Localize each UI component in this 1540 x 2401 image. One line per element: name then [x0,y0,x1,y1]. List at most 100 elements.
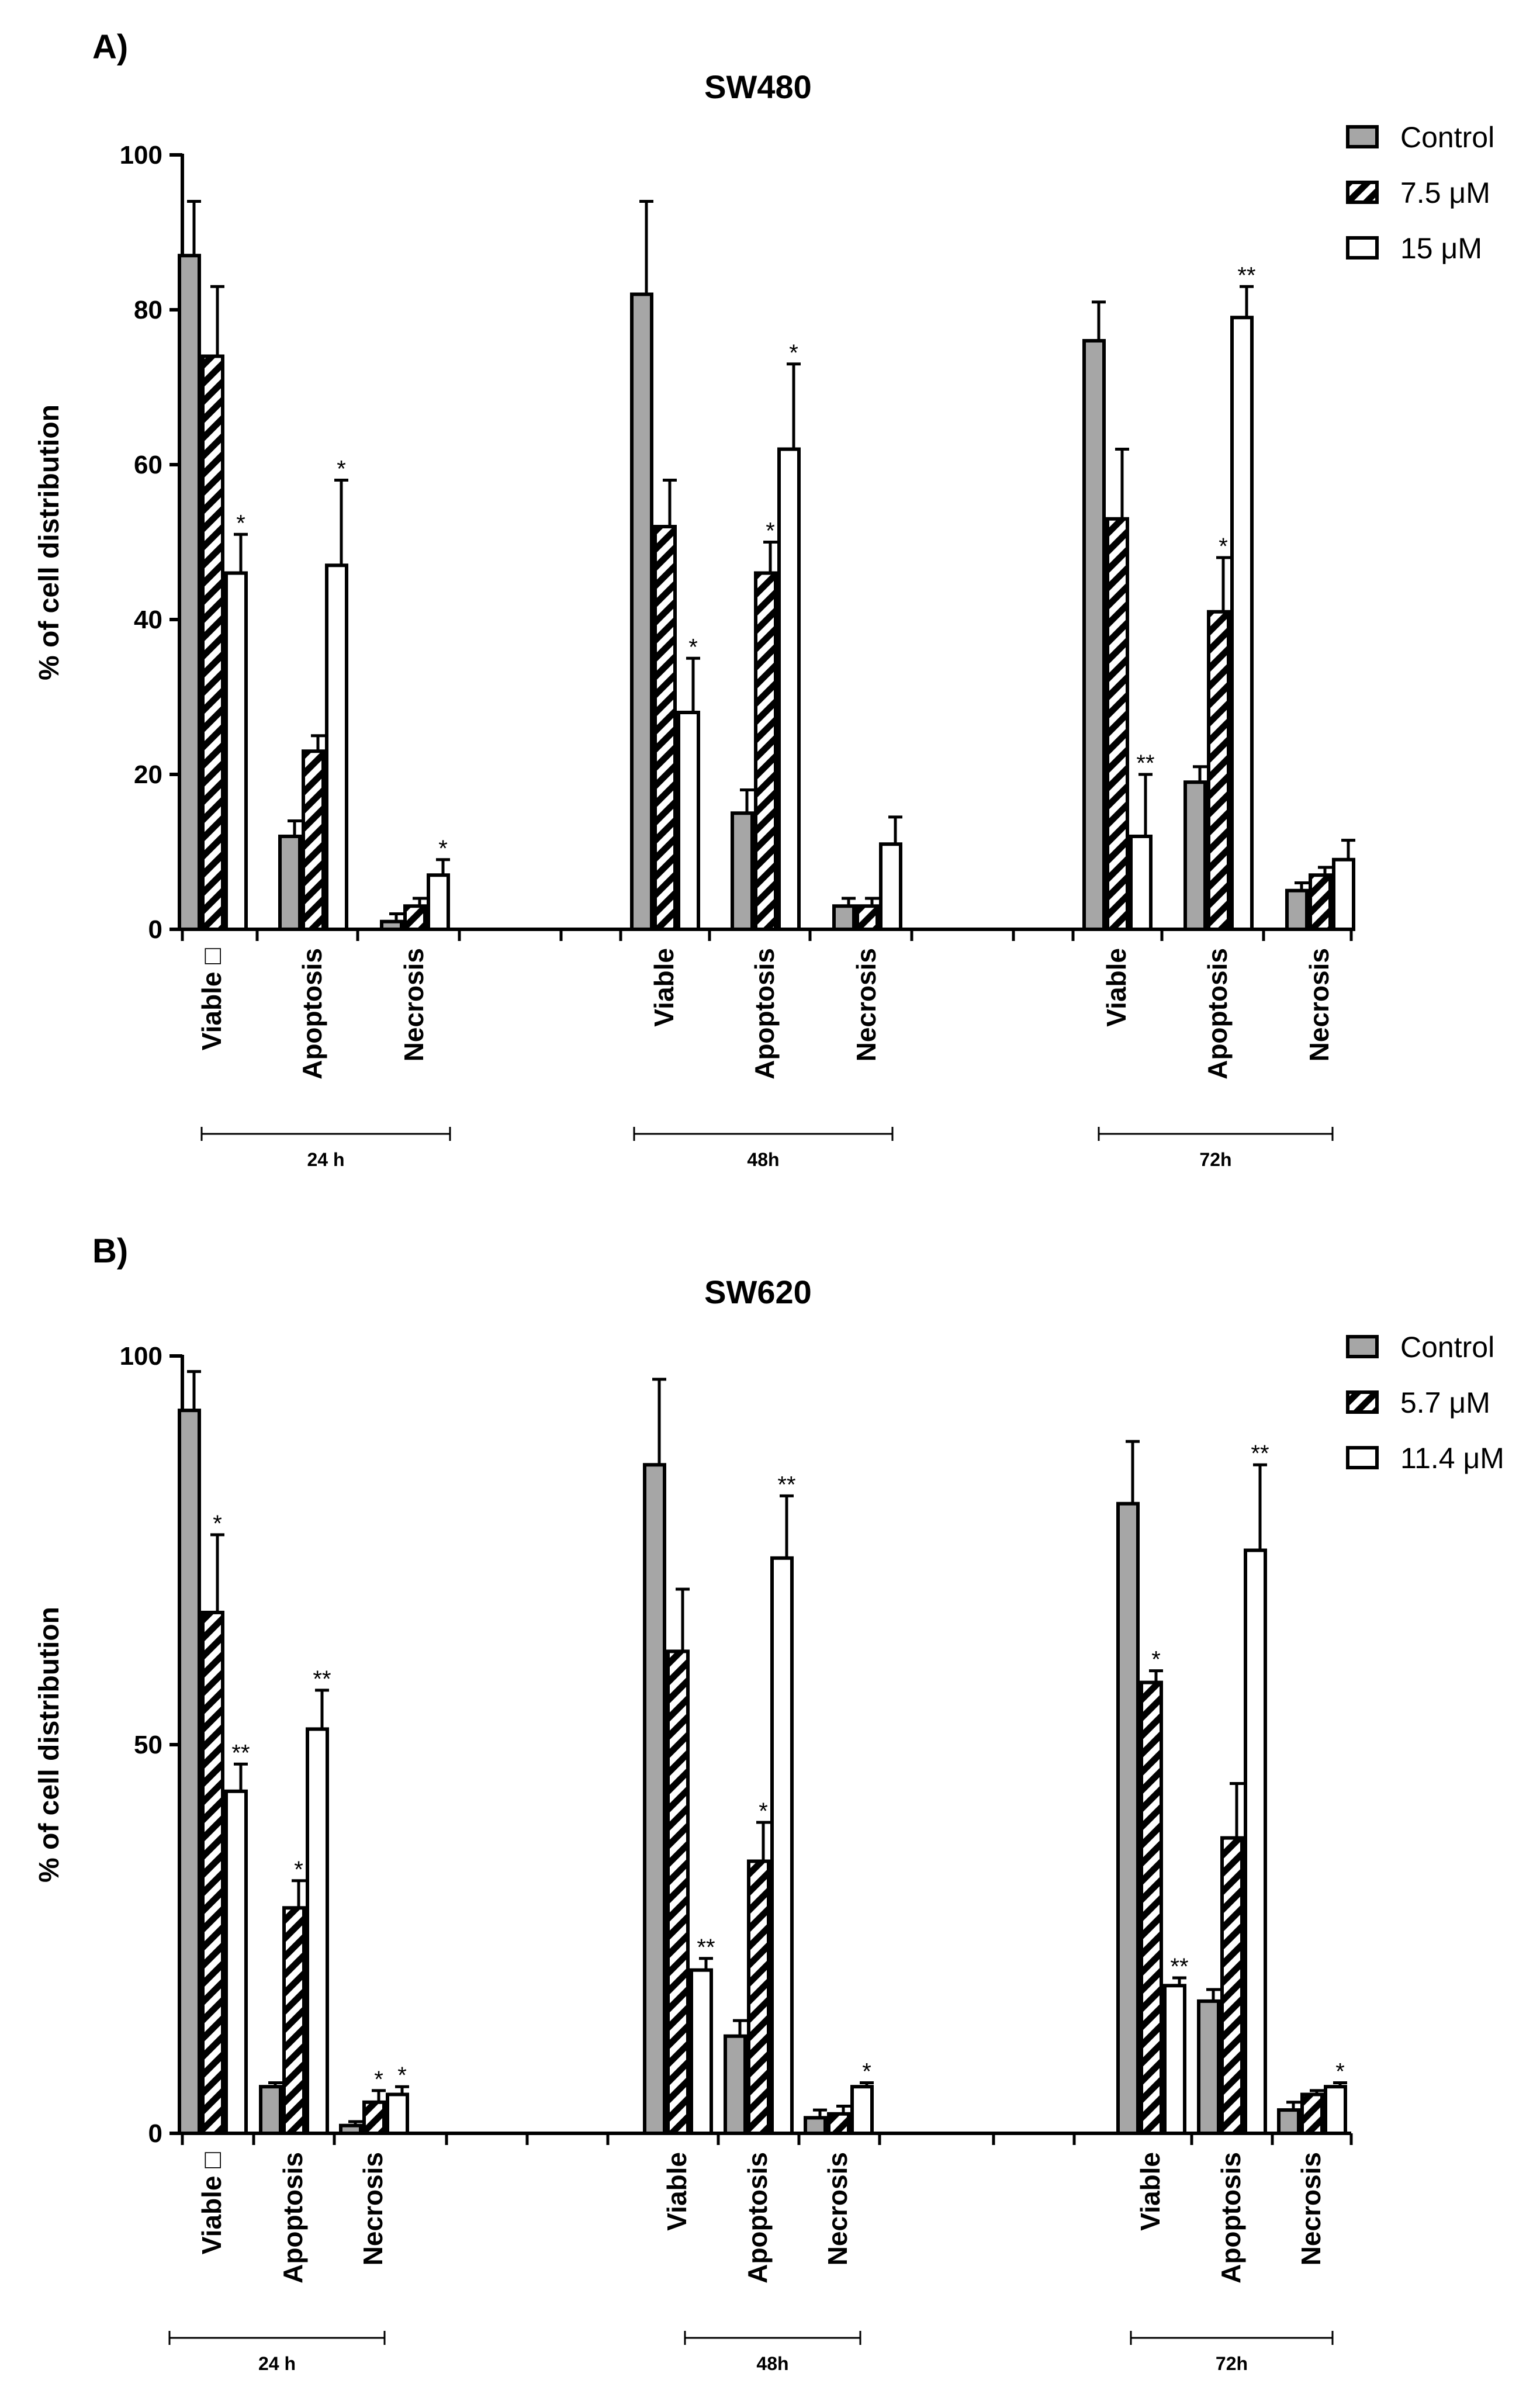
bar [278,835,302,931]
bar [201,1610,224,2135]
bar [630,292,653,931]
bar [1183,780,1207,931]
bar [666,1649,690,2135]
bar [302,749,325,931]
significance-label: ** [1136,750,1154,776]
bar [1116,1502,1140,2135]
significance-label: * [862,2059,871,2085]
bar [1106,517,1129,931]
significance-label: ** [697,1935,715,1960]
bar [1082,339,1106,931]
category-label: Apoptosis [1216,2152,1246,2284]
bar [380,919,403,931]
significance-label: * [236,510,245,536]
y-tick-label: 0 [148,2119,162,2148]
bar [178,254,201,931]
bar [339,2123,362,2135]
bar [677,711,700,931]
bar [178,1409,201,2136]
bar [259,2085,282,2135]
bar [1207,610,1230,931]
category-label: Apoptosis [1202,948,1233,1080]
legend-label: Control [1400,1331,1494,1364]
category-label: Viable [1101,948,1131,1027]
panel-label: B) [92,1232,128,1270]
legend-swatch [1346,236,1379,260]
group-label: 48h [756,2353,788,2374]
legend-swatch [1346,1390,1379,1414]
bar [201,354,224,931]
bar [832,904,856,931]
bar [224,1789,248,2136]
significance-label: * [1151,1647,1161,1673]
y-tick-label: 100 [120,1342,162,1371]
bar [1220,1836,1244,2136]
category-label: Viable [649,948,679,1027]
bar [643,1463,666,2135]
legend-label: 11.4 μM [1400,1442,1504,1475]
bar [770,1556,794,2136]
significance-label: * [397,2063,407,2088]
group-label: 48h [747,1149,779,1170]
legend-swatch [1346,181,1379,204]
bar [856,904,879,931]
bar [1197,1999,1220,2135]
y-tick-label: 80 [134,296,162,324]
bar [282,1906,306,2136]
significance-label: * [337,456,346,482]
significance-label: * [374,2067,383,2092]
bar [1309,873,1332,931]
panel-b-chart: B)SW620% of cell distribution050100***Vi… [34,1232,1504,2374]
category-label: Necrosis [851,948,881,1061]
group-label: 24 h [258,2353,296,2374]
bar [827,2112,850,2135]
category-label: Viable □ [196,2152,227,2254]
category-label: Viable [662,2152,692,2231]
significance-label: ** [1170,1954,1188,1980]
bar [879,842,902,931]
bar [386,2092,409,2135]
y-tick-label: 40 [134,606,162,634]
category-label: Apoptosis [278,2152,308,2284]
legend-swatch [1346,1446,1379,1469]
significance-label: ** [1251,1441,1269,1466]
y-tick-label: 50 [134,1731,162,1759]
group-label: 72h [1199,1149,1231,1170]
category-label: Apoptosis [742,2152,773,2284]
bar [403,904,427,931]
category-label: Viable [1135,2152,1165,2231]
y-tick-label: 0 [148,915,162,944]
significance-label: ** [231,1740,250,1766]
significance-label: * [294,1857,303,1883]
significance-label: * [766,518,775,544]
y-tick-label: 20 [134,760,162,789]
significance-label: * [759,1798,768,1824]
chart-title: SW480 [704,68,812,105]
category-label: Apoptosis [749,948,780,1080]
category-label: Necrosis [358,2152,388,2265]
bar [1332,857,1355,931]
bar [1163,1984,1186,2136]
category-label: Necrosis [822,2152,853,2265]
y-tick-label: 100 [120,141,162,169]
legend-label: 15 μM [1400,232,1482,265]
bar [1244,1548,1267,2135]
bar [747,1859,770,2135]
category-label: Necrosis [1296,2152,1326,2265]
bar [306,1727,329,2135]
significance-label: * [213,1511,222,1537]
bar [1300,2092,1324,2135]
significance-label: * [789,340,798,366]
bar [653,525,677,931]
bar [362,2100,386,2136]
bar [427,873,450,931]
y-tick-label: 60 [134,451,162,479]
bar [777,447,801,931]
bar [731,811,754,931]
bar [690,1968,713,2135]
bar [1230,316,1254,931]
legend-swatch [1346,125,1379,148]
legend-swatch [1346,1335,1379,1358]
chart-title: SW620 [704,1274,812,1310]
